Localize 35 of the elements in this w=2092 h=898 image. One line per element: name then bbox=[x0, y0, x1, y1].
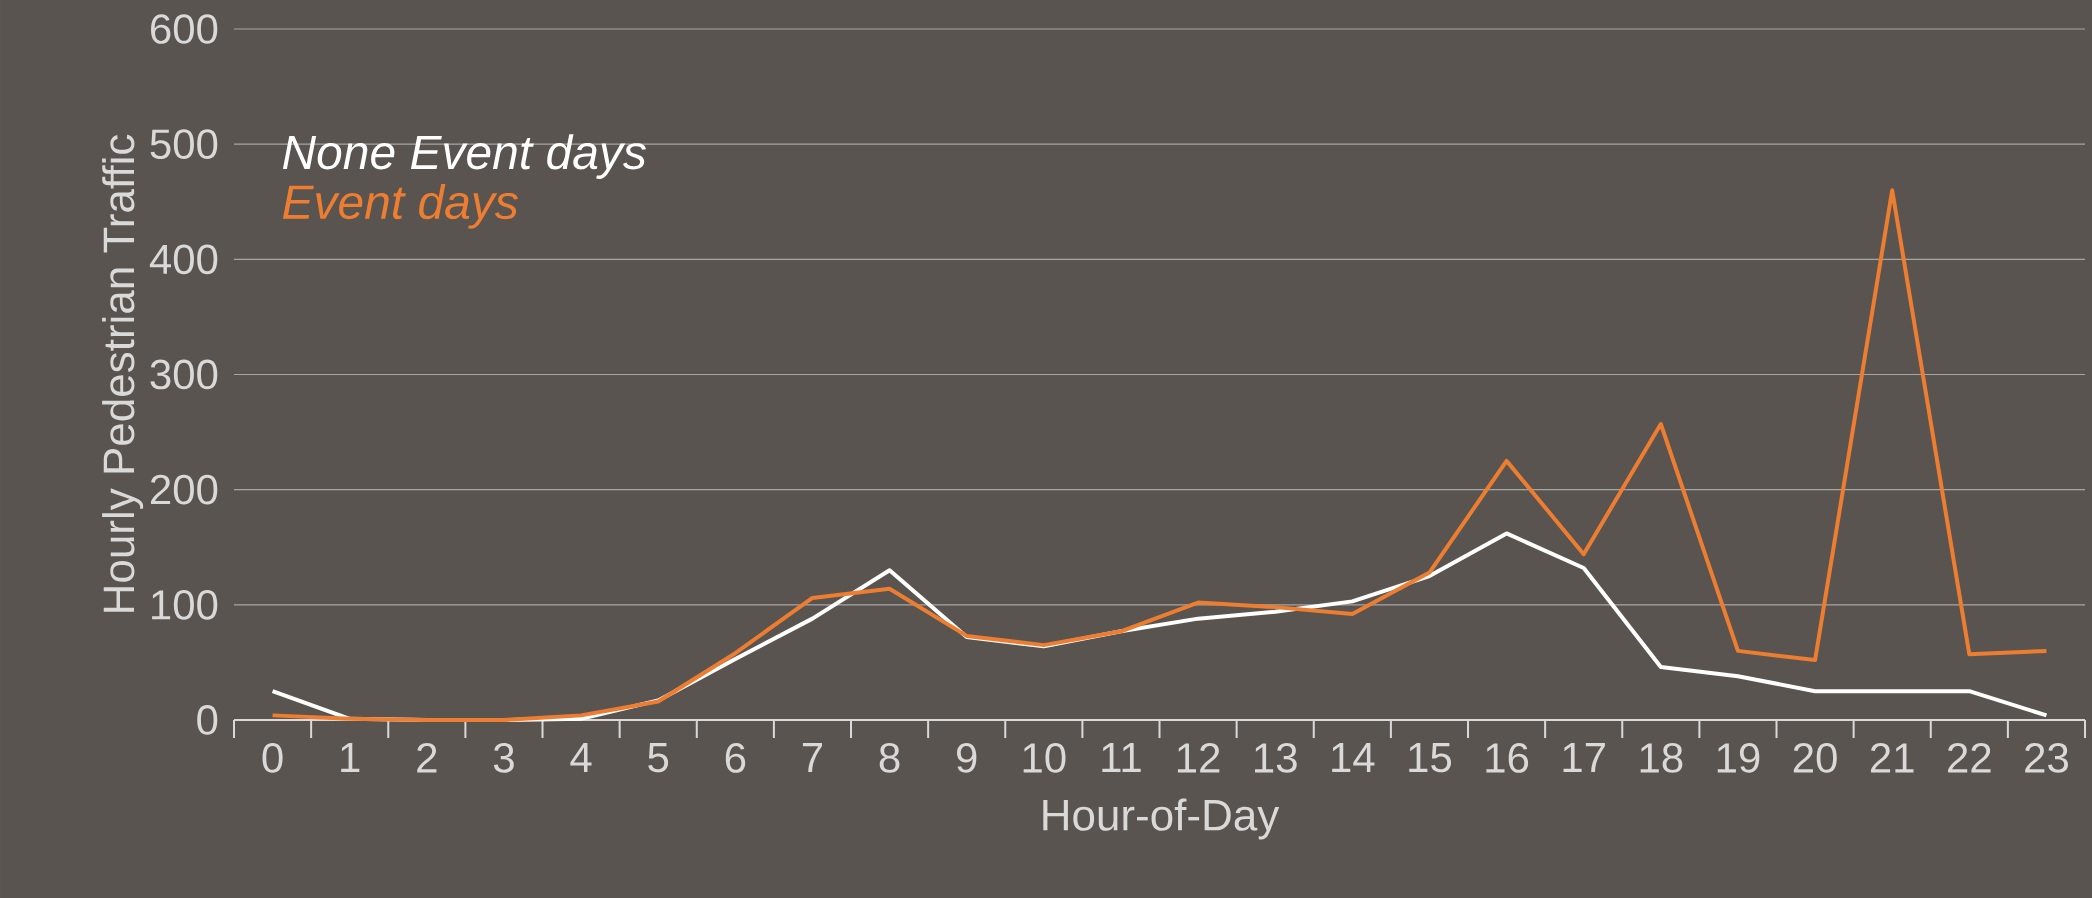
x-tick-label: 22 bbox=[1948, 743, 1991, 773]
y-tick-label: 500 bbox=[150, 129, 218, 160]
x-tick-label: 10 bbox=[1023, 743, 1066, 773]
x-tick-label: 13 bbox=[1255, 743, 1297, 773]
x-tick-label: 6 bbox=[725, 743, 746, 773]
x-tick-label: 9 bbox=[957, 743, 977, 773]
x-tick-label: 14 bbox=[1332, 743, 1375, 772]
text: None Event days bbox=[282, 134, 646, 179]
x-tick-label: 5 bbox=[648, 743, 669, 773]
x-tick-label: 0 bbox=[262, 743, 283, 773]
x-tick-label: 7 bbox=[802, 743, 823, 772]
x-axis-title: Hour-of-Day bbox=[1043, 798, 1280, 840]
x-tick-label: 12 bbox=[1177, 743, 1220, 773]
y-tick-label: 300 bbox=[150, 359, 218, 390]
x-tick-label: 1 bbox=[341, 743, 360, 772]
y-tick-label: 400 bbox=[149, 244, 218, 275]
x-tick-label: 4 bbox=[570, 743, 592, 772]
x-tick-label: 21 bbox=[1870, 743, 1914, 773]
y-axis-title: Hourly Pedestrian Traffic bbox=[102, 134, 144, 612]
x-tick-label: 8 bbox=[879, 743, 900, 773]
x-tick-label: 15 bbox=[1409, 743, 1452, 773]
x-tick-label: 11 bbox=[1102, 743, 1141, 772]
x-tick-label: 19 bbox=[1717, 743, 1760, 773]
x-tick-label: 2 bbox=[417, 743, 437, 773]
x-tick-label: 3 bbox=[493, 743, 514, 773]
y-tick-label: 600 bbox=[151, 14, 218, 44]
text: Event days bbox=[282, 183, 518, 229]
y-tick-label: 100 bbox=[152, 589, 218, 620]
y-tick-label: 0 bbox=[197, 705, 218, 735]
x-tick-label: 20 bbox=[1793, 743, 1837, 773]
x-tick-label: 16 bbox=[1486, 743, 1529, 773]
x-tick-label: 18 bbox=[1640, 743, 1683, 773]
x-tick-label: 17 bbox=[1563, 743, 1605, 772]
x-tick-label: 23 bbox=[2025, 743, 2068, 773]
y-tick-label: 200 bbox=[150, 474, 218, 505]
